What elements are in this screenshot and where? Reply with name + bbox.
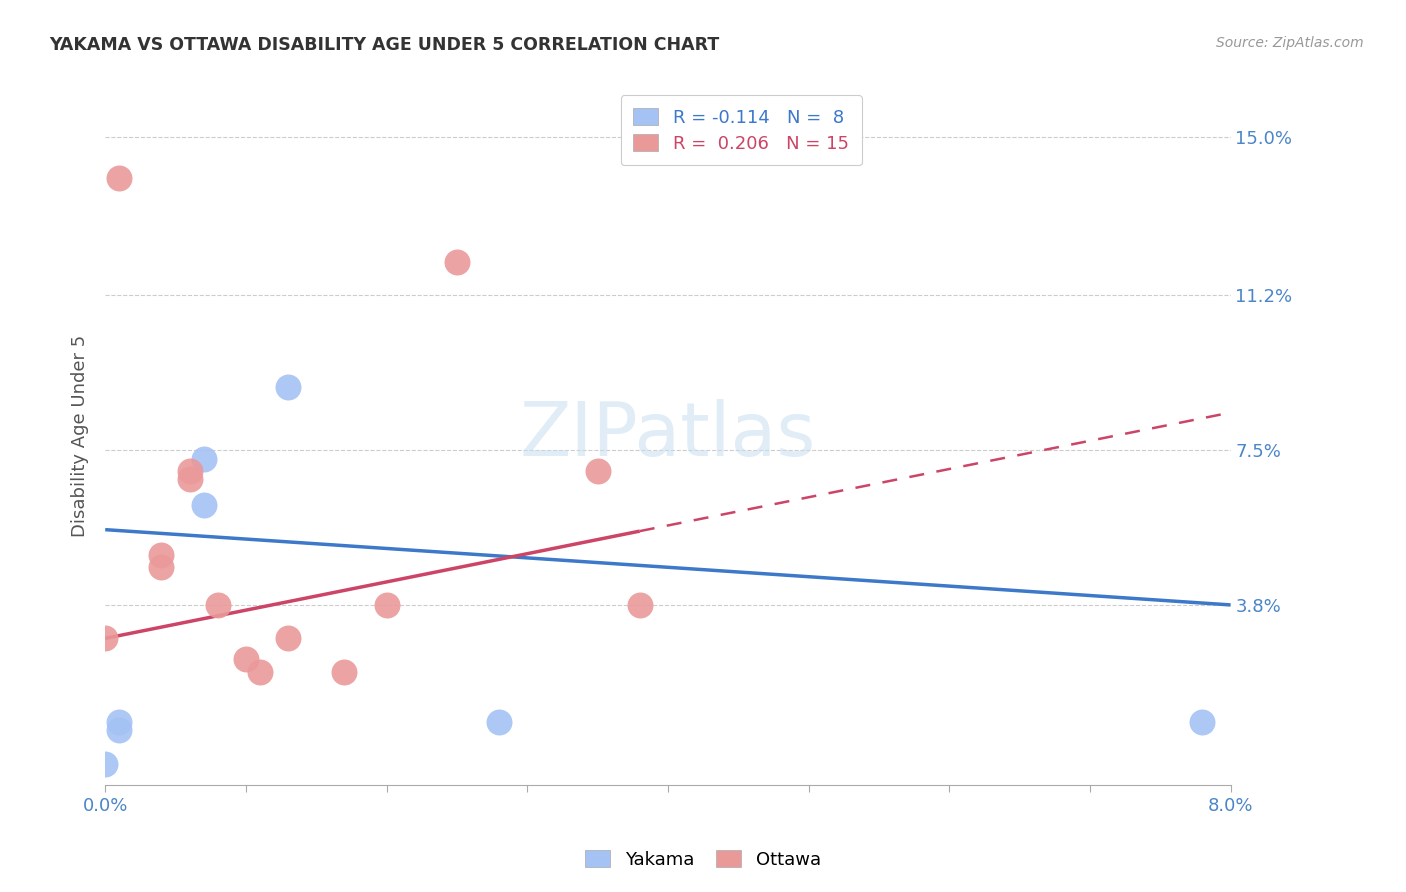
Text: Source: ZipAtlas.com: Source: ZipAtlas.com (1216, 36, 1364, 50)
Text: ZIPatlas: ZIPatlas (520, 399, 815, 472)
Point (586, 464, 609, 478)
Point (235, 652, 257, 666)
Point (193, 451, 215, 466)
Point (333, 665, 356, 679)
Point (179, 473, 201, 487)
Point (150, 560, 173, 574)
Point (207, 598, 229, 612)
Point (375, 598, 398, 612)
Point (249, 665, 271, 679)
Point (179, 464, 201, 478)
Y-axis label: Disability Age Under 5: Disability Age Under 5 (72, 334, 89, 537)
Point (193, 498, 215, 512)
Point (150, 548, 173, 562)
Point (94, 632, 117, 646)
Point (1191, 714, 1213, 729)
Text: YAKAMA VS OTTAWA DISABILITY AGE UNDER 5 CORRELATION CHART: YAKAMA VS OTTAWA DISABILITY AGE UNDER 5 … (49, 36, 720, 54)
Point (108, 714, 131, 729)
Point (446, 255, 468, 269)
Point (108, 171, 131, 186)
Legend: R = -0.114   N =  8, R =  0.206   N = 15: R = -0.114 N = 8, R = 0.206 N = 15 (620, 95, 862, 166)
Point (94, 756, 117, 771)
Point (108, 723, 131, 738)
Point (277, 632, 299, 646)
Legend: Yakama, Ottawa: Yakama, Ottawa (578, 843, 828, 876)
Point (628, 598, 651, 612)
Point (277, 380, 299, 394)
Point (488, 714, 510, 729)
